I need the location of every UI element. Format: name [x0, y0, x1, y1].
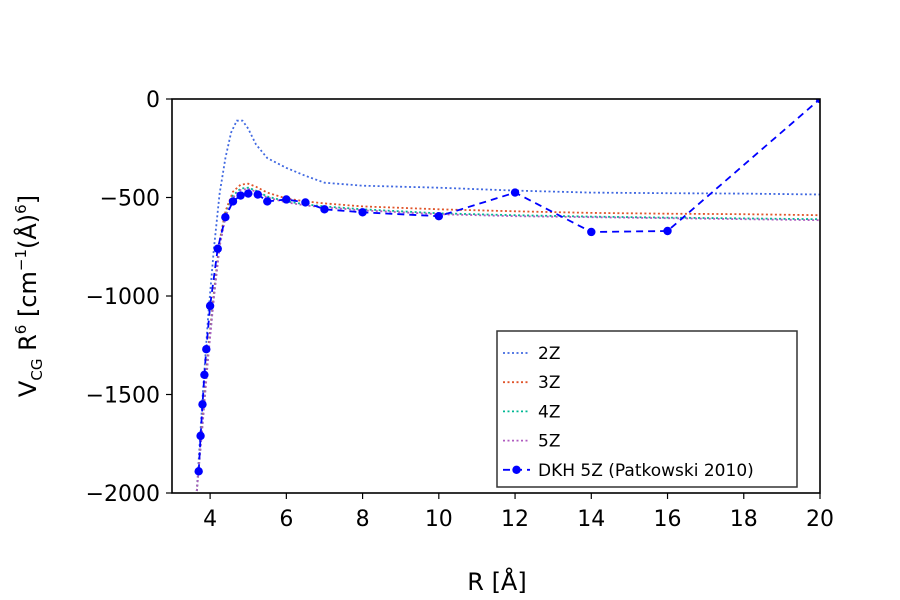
x-axis: 4 6 8 10 12 14 16 18 20 [203, 493, 834, 532]
series-line-2z [195, 119, 820, 492]
x-tick-label: 8 [356, 507, 370, 532]
y-tick-label: −1500 [86, 384, 160, 409]
x-tick-label: 16 [654, 507, 682, 532]
legend-frame [496, 330, 798, 488]
data-point-dkh-5z-patkowski-2010 [198, 400, 207, 409]
data-point-dkh-5z-patkowski-2010 [282, 195, 291, 204]
legend-label-dkh-5z-patkowski-2010: DKH 5Z (Patkowski 2010) [538, 461, 754, 481]
y-tick-label: −1000 [86, 285, 160, 310]
series-line-dkh-5z-patkowski-2010 [197, 99, 820, 472]
data-point-dkh-5z-patkowski-2010 [301, 198, 310, 207]
data-point-dkh-5z-patkowski-2010 [200, 370, 209, 379]
x-tick-label: 18 [730, 507, 758, 532]
data-point-dkh-5z-patkowski-2010 [358, 208, 367, 217]
x-tick-label: 10 [425, 507, 453, 532]
x-tick-label: 4 [203, 507, 217, 532]
x-tick-label: 14 [577, 507, 605, 532]
x-axis-label: R [Å] [467, 567, 526, 596]
data-point-dkh-5z-patkowski-2010 [320, 205, 329, 214]
y-tick-label: −2000 [86, 482, 160, 507]
data-point-dkh-5z-patkowski-2010 [228, 197, 238, 206]
data-point-dkh-5z-patkowski-2010 [202, 344, 211, 354]
data-point-dkh-5z-patkowski-2010 [236, 191, 245, 200]
data-point-dkh-5z-patkowski-2010 [263, 197, 272, 206]
y-tick-label: 0 [146, 88, 160, 113]
y-axis-label: VCG R6 [cm−1(Å)6] [12, 195, 46, 397]
data-point-dkh-5z-patkowski-2010 [587, 227, 596, 237]
data-point-dkh-5z-patkowski-2010 [244, 189, 253, 198]
series-line-5z [195, 187, 820, 492]
svg-text:VCG R6 [cm−1(Å)6]: VCG R6 [cm−1(Å)6] [12, 195, 46, 397]
x-tick-label: 12 [501, 507, 529, 532]
data-point-dkh-5z-patkowski-2010 [510, 188, 520, 197]
series-layer [194, 99, 820, 492]
y-tick-label: −500 [100, 187, 160, 212]
data-point-dkh-5z-patkowski-2010 [205, 301, 215, 311]
legend: 2Z 3Z 4Z 5Z DKH 5Z (Patkowski 2010) [496, 330, 798, 488]
x-tick-label: 6 [279, 507, 293, 532]
data-point-dkh-5z-patkowski-2010 [213, 244, 222, 253]
data-point-dkh-5z-patkowski-2010 [815, 99, 820, 104]
y-axis: 0 −500 −1000 −1500 −2000 [86, 88, 172, 507]
legend-label-5z: 5Z [538, 432, 560, 452]
data-point-dkh-5z-patkowski-2010 [253, 190, 262, 199]
legend-label-3z: 3Z [538, 373, 560, 393]
data-point-dkh-5z-patkowski-2010 [221, 213, 230, 222]
legend-label-2z: 2Z [538, 344, 560, 364]
x-tick-label: 20 [806, 507, 834, 532]
data-point-dkh-5z-patkowski-2010 [194, 467, 203, 476]
data-point-dkh-5z-patkowski-2010 [196, 431, 205, 441]
data-point-dkh-5z-patkowski-2010 [663, 226, 672, 236]
data-point-dkh-5z-patkowski-2010 [434, 212, 444, 221]
legend-label-4z: 4Z [538, 402, 560, 422]
legend-marker-dkh-5z-patkowski-2010 [512, 465, 521, 474]
